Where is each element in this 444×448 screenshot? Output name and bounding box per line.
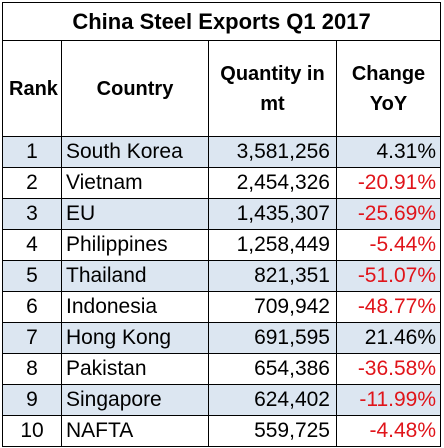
cell-country: Vietnam (61, 167, 209, 199)
cell-change: -36.58% (335, 353, 442, 385)
cell-country: Philippines (61, 229, 209, 261)
table-row: 5 Thailand 821,351 -51.07% (2, 260, 442, 292)
table-row: 3 EU 1,435,307 -25.69% (2, 198, 442, 230)
table-row: 1 South Korea 3,581,256 4.31% (2, 136, 442, 168)
table-title: China Steel Exports Q1 2017 (1, 2, 442, 41)
cell-change: 4.31% (335, 136, 442, 168)
cell-rank: 10 (2, 415, 62, 447)
cell-quantity: 624,402 (208, 384, 337, 416)
header-country: Country (61, 40, 209, 137)
cell-country: Pakistan (61, 353, 209, 385)
cell-change: -20.91% (335, 167, 442, 199)
cell-rank: 8 (2, 353, 62, 385)
cell-change: -5.44% (335, 229, 442, 261)
cell-change: -48.77% (335, 291, 442, 323)
cell-country: EU (61, 198, 209, 230)
cell-rank: 5 (2, 260, 62, 292)
header-change: Change YoY (335, 40, 442, 137)
cell-quantity: 2,454,326 (208, 167, 337, 199)
cell-rank: 4 (2, 229, 62, 261)
cell-country: NAFTA (61, 415, 209, 447)
header-rank: Rank (2, 40, 62, 137)
cell-country: Thailand (61, 260, 209, 292)
cell-quantity: 709,942 (208, 291, 337, 323)
cell-change: -51.07% (335, 260, 442, 292)
cell-country: South Korea (61, 136, 209, 168)
cell-quantity: 1,258,449 (208, 229, 337, 261)
table-row: 2 Vietnam 2,454,326 -20.91% (2, 167, 442, 199)
cell-country: Hong Kong (61, 322, 209, 354)
table-body: 1 South Korea 3,581,256 4.31% 2 Vietnam … (2, 136, 442, 447)
cell-country: Singapore (61, 384, 209, 416)
cell-change: 21.46% (335, 322, 442, 354)
cell-change: -11.99% (335, 384, 442, 416)
cell-quantity: 821,351 (208, 260, 337, 292)
header-quantity: Quantity in mt (208, 40, 337, 137)
cell-quantity: 691,595 (208, 322, 337, 354)
table-row: 4 Philippines 1,258,449 -5.44% (2, 229, 442, 261)
cell-quantity: 3,581,256 (208, 136, 337, 168)
table-row: 7 Hong Kong 691,595 21.46% (2, 322, 442, 354)
table-row: 8 Pakistan 654,386 -36.58% (2, 353, 442, 385)
cell-country: Indonesia (61, 291, 209, 323)
table-row: 9 Singapore 624,402 -11.99% (2, 384, 442, 416)
table-row: 6 Indonesia 709,942 -48.77% (2, 291, 442, 323)
table-row: 10 NAFTA 559,725 -4.48% (2, 415, 442, 447)
cell-quantity: 654,386 (208, 353, 337, 385)
cell-rank: 7 (2, 322, 62, 354)
cell-change: -25.69% (335, 198, 442, 230)
cell-rank: 6 (2, 291, 62, 323)
cell-rank: 2 (2, 167, 62, 199)
cell-rank: 1 (2, 136, 62, 168)
cell-quantity: 559,725 (208, 415, 337, 447)
cell-rank: 9 (2, 384, 62, 416)
cell-quantity: 1,435,307 (208, 198, 337, 230)
cell-rank: 3 (2, 198, 62, 230)
cell-change: -4.48% (335, 415, 442, 447)
